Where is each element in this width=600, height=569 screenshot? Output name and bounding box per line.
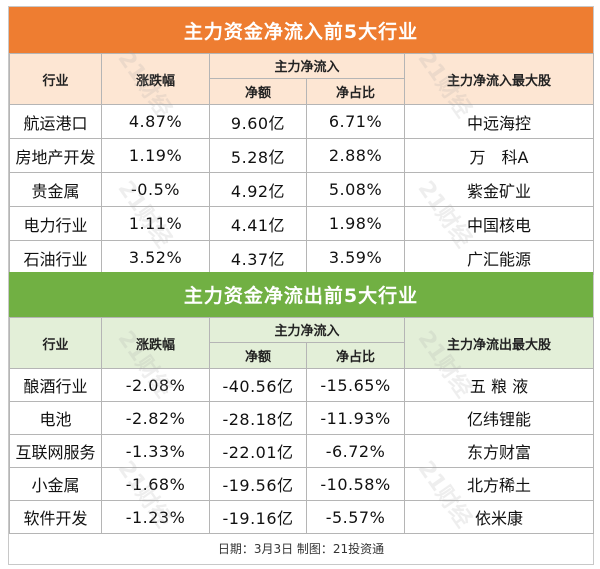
industry-cell: 软件开发 [9, 500, 102, 534]
top-stock-cell: 中国核电 [404, 206, 595, 241]
change-cell: -0.5% [101, 172, 210, 207]
ratio-cell: -11.93% [305, 401, 406, 435]
industry-cell: 电力行业 [9, 206, 102, 241]
amount-cell: 5.28亿 [209, 138, 307, 173]
change-cell: -2.82% [101, 401, 210, 435]
ratio-cell: 5.08% [305, 172, 406, 207]
table-row: 互联网服务 -1.33% -22.01亿 -6.72% 东方财富 [9, 434, 595, 468]
top-stock-cell: 亿纬锂能 [404, 401, 595, 435]
industry-cell: 贵金属 [9, 172, 102, 207]
amount-cell: -40.56亿 [209, 368, 307, 402]
header-amount: 净额 [209, 77, 307, 106]
header-ratio: 净占比 [305, 341, 406, 370]
top-stock-cell: 东方财富 [404, 434, 595, 468]
change-cell: -2.08% [101, 368, 210, 402]
ratio-cell: -5.57% [305, 500, 406, 534]
change-cell: -1.33% [101, 434, 210, 468]
header-industry: 行业 [9, 53, 102, 105]
header-change: 涨跌幅 [101, 53, 210, 105]
ratio-cell: -10.58% [305, 467, 406, 501]
table-row: 软件开发 -1.23% -19.16亿 -5.57% 依米康 [9, 500, 595, 534]
top-stock-cell: 依米康 [404, 500, 595, 534]
footer-credit: 日期：3月3日 制图：21投资通 [217, 541, 385, 556]
industry-cell: 房地产开发 [9, 138, 102, 173]
header-industry: 行业 [9, 317, 102, 369]
industry-cell: 互联网服务 [9, 434, 102, 468]
change-cell: 3.52% [101, 240, 210, 275]
top-stock-cell: 中远海控 [404, 104, 595, 139]
table-row: 石油行业 3.52% 4.37亿 3.59% 广汇能源 [9, 240, 595, 275]
change-cell: 1.19% [101, 138, 210, 173]
industry-cell: 石油行业 [9, 240, 102, 275]
table-row: 贵金属 -0.5% 4.92亿 5.08% 紫金矿业 [9, 172, 595, 207]
header-group: 主力净流入 [208, 317, 406, 343]
table-row: 航运港口 4.87% 9.60亿 6.71% 中远海控 [9, 104, 595, 139]
ratio-cell: -6.72% [305, 434, 406, 468]
amount-cell: -22.01亿 [209, 434, 307, 468]
amount-cell: 9.60亿 [209, 104, 307, 139]
header-change: 涨跌幅 [101, 317, 210, 369]
change-cell: -1.23% [101, 500, 210, 534]
industry-cell: 小金属 [9, 467, 102, 501]
table-row: 电池 -2.82% -28.18亿 -11.93% 亿纬锂能 [9, 401, 595, 435]
ratio-cell: 3.59% [305, 240, 406, 275]
inflow-title: 主力资金净流入前5大行业 [9, 7, 593, 53]
industry-cell: 酿酒行业 [9, 368, 102, 402]
change-cell: -1.68% [101, 467, 210, 501]
amount-cell: 4.92亿 [209, 172, 307, 207]
outflow-title: 主力资金净流出前5大行业 [9, 272, 593, 317]
header-top-stock: 主力净流出最大股 [404, 317, 595, 369]
top-stock-cell: 北方稀土 [404, 467, 595, 501]
amount-cell: 4.37亿 [209, 240, 307, 275]
top-stock-cell: 万 科A [404, 138, 595, 173]
industry-cell: 航运港口 [9, 104, 102, 139]
ratio-cell: 1.98% [305, 206, 406, 241]
header-top-stock: 主力净流入最大股 [404, 53, 595, 105]
table-row: 房地产开发 1.19% 5.28亿 2.88% 万 科A [9, 138, 595, 173]
amount-cell: 4.41亿 [209, 206, 307, 241]
table-row: 电力行业 1.11% 4.41亿 1.98% 中国核电 [9, 206, 595, 241]
outflow-table: 行业 涨跌幅 主力净流入 主力净流出最大股 净额 净占比 酿酒行业 -2.08% -… [9, 317, 595, 534]
amount-cell: -19.56亿 [209, 467, 307, 501]
top-stock-cell: 紫金矿业 [404, 172, 595, 207]
header-amount: 净额 [209, 341, 307, 370]
amount-cell: -28.18亿 [209, 401, 307, 435]
header-group: 主力净流入 [208, 53, 406, 79]
ratio-cell: -15.65% [305, 368, 406, 402]
infographic: 主力资金净流入前5大行业 行业 涨跌幅 主力净流入 主力净流入最大股 净额 净占… [8, 6, 595, 565]
ratio-cell: 2.88% [305, 138, 406, 173]
industry-cell: 电池 [9, 401, 102, 435]
inflow-table: 行业 涨跌幅 主力净流入 主力净流入最大股 净额 净占比 航运港口 4.87% 9.… [9, 53, 595, 275]
amount-cell: -19.16亿 [209, 500, 307, 534]
table-row: 小金属 -1.68% -19.56亿 -10.58% 北方稀土 [9, 467, 595, 501]
change-cell: 1.11% [101, 206, 210, 241]
header-ratio: 净占比 [305, 77, 406, 106]
top-stock-cell: 五 粮 液 [404, 368, 595, 402]
change-cell: 4.87% [101, 104, 210, 139]
top-stock-cell: 广汇能源 [404, 240, 595, 275]
ratio-cell: 6.71% [305, 104, 406, 139]
table-row: 酿酒行业 -2.08% -40.56亿 -15.65% 五 粮 液 [9, 368, 595, 402]
